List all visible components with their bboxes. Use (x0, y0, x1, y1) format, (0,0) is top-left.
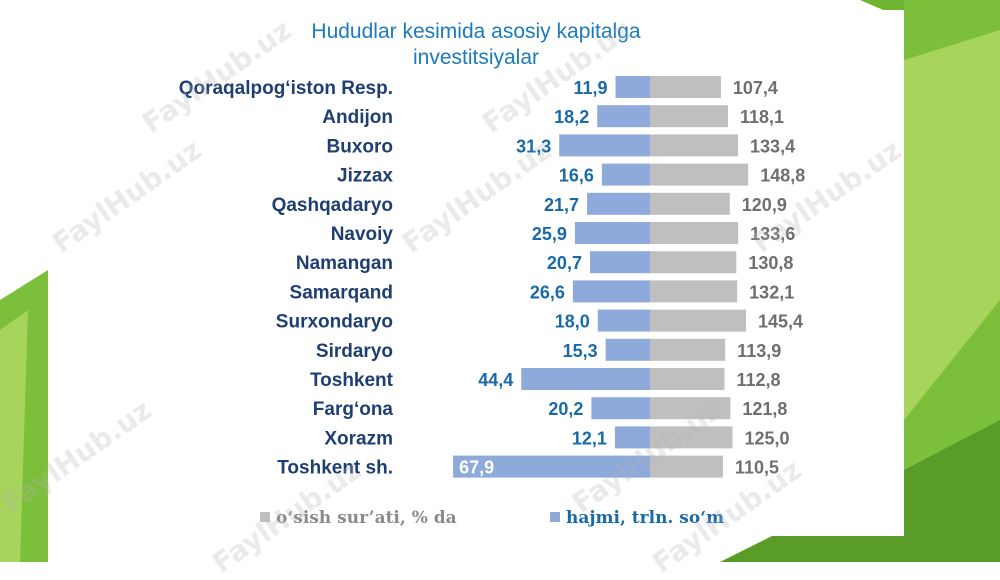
bar-volume (572, 280, 650, 303)
bar-growth (650, 105, 728, 128)
bar-volume (597, 105, 650, 128)
bar-growth (650, 222, 739, 244)
category-label: Qoraqalpog‘iston Resp. (179, 78, 393, 99)
bar-volume (574, 222, 650, 244)
bar-growth (650, 280, 738, 303)
legend-item-growth: o‘sish sur’ati, % da (260, 508, 457, 528)
data-label-volume: 31,3 (516, 136, 551, 156)
bar-plot: Qoraqalpog‘iston Resp. 11,9 107,4 Andijon 18… (179, 76, 805, 479)
bar-volume (521, 368, 650, 390)
chart-area: Hududlar kesimida asosiy kapitalga inves… (48, 10, 904, 536)
bar-growth (650, 163, 749, 186)
category-label: Toshkent sh. (277, 458, 393, 479)
bar-growth (650, 309, 746, 332)
category-label: Sirdaryo (316, 341, 393, 362)
bar-volume (614, 426, 650, 449)
bar-volume (587, 192, 650, 215)
green-accent-right-light (904, 30, 1000, 420)
data-label-volume: 18,2 (554, 107, 589, 127)
data-label-growth: 112,8 (736, 370, 780, 390)
data-label-volume: 11,9 (573, 78, 607, 98)
bar-growth (650, 368, 725, 390)
legend-label-growth: o‘sish sur’ati, % da (276, 508, 457, 528)
data-label-volume: 20,2 (548, 399, 583, 419)
category-label: Qashqadaryo (272, 195, 393, 216)
legend-swatch-volume (550, 512, 560, 522)
category-label: Jizzax (337, 166, 393, 187)
category-label: Xorazm (324, 428, 393, 449)
legend-label-volume: hajmi, trln. so‘m (566, 508, 725, 528)
data-label-growth: 132,1 (749, 282, 794, 302)
chart-title-line-2: investitsiyalar (412, 46, 540, 69)
bar-growth (650, 338, 726, 361)
chart-title-line-1: Hududlar kesimida asosiy kapitalga (311, 20, 641, 43)
category-label: Surxondaryo (276, 312, 393, 333)
data-label-volume: 16,6 (559, 166, 594, 186)
data-label-volume: 67,9 (459, 458, 494, 478)
data-label-growth: 107,4 (733, 78, 778, 98)
bar-growth (650, 134, 739, 157)
category-label: Farg‘ona (313, 399, 394, 420)
data-label-volume: 20,7 (547, 253, 582, 273)
slide (48, 10, 904, 536)
data-label-growth: 120,9 (742, 195, 787, 215)
legend-swatch-growth (260, 512, 270, 522)
green-accent-bottom-right (720, 420, 1000, 562)
data-label-growth: 133,6 (750, 224, 795, 244)
category-label: Andijon (322, 107, 393, 128)
bar-growth (650, 76, 721, 98)
category-label: Namangan (296, 253, 393, 274)
bar-growth (650, 251, 737, 274)
category-label: Navoiy (331, 224, 394, 245)
bar-volume (591, 397, 650, 420)
data-label-growth: 130,8 (748, 253, 793, 273)
bar-growth (650, 192, 730, 215)
data-label-growth: 125,0 (745, 428, 790, 448)
bar-volume (605, 338, 650, 361)
category-label: Buxoro (327, 136, 394, 157)
data-label-volume: 21,7 (544, 195, 579, 215)
data-label-volume: 25,9 (532, 224, 567, 244)
category-label: Samarqand (290, 282, 393, 303)
bar-growth (650, 397, 731, 420)
green-accent-left-light (0, 310, 28, 562)
data-label-growth: 145,4 (758, 312, 803, 332)
legend-item-volume: hajmi, trln. so‘m (550, 508, 724, 528)
bar-volume (601, 163, 650, 186)
bar-growth (650, 426, 733, 449)
bar-volume (559, 134, 650, 157)
data-label-growth: 113,9 (737, 341, 781, 361)
category-label: Toshkent (310, 370, 394, 391)
data-label-volume: 15,3 (563, 341, 598, 361)
data-label-volume: 26,6 (530, 282, 565, 302)
data-label-volume: 12,1 (572, 428, 607, 448)
data-label-growth: 118,1 (740, 107, 784, 127)
bar-growth (650, 455, 723, 478)
data-label-growth: 110,5 (735, 458, 779, 478)
data-label-growth: 133,4 (750, 136, 795, 156)
bar-volume (615, 76, 650, 98)
bar-volume (453, 455, 650, 478)
bar-volume (597, 309, 650, 332)
data-label-growth: 121,8 (742, 399, 787, 419)
data-label-volume: 44,4 (478, 370, 513, 390)
data-label-growth: 148,8 (760, 166, 805, 186)
bar-volume (589, 251, 650, 274)
data-label-volume: 18,0 (555, 312, 590, 332)
